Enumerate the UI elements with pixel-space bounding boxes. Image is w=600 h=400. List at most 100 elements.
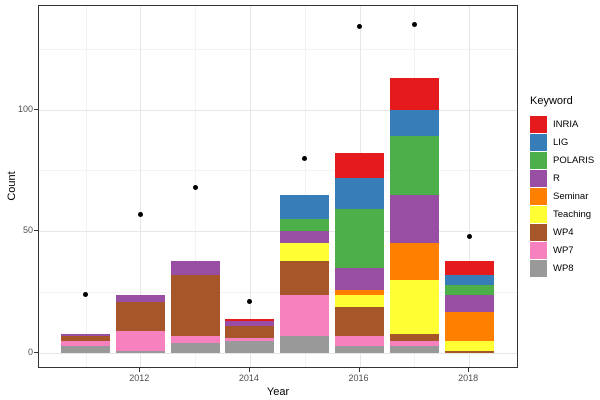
legend-item-Seminar: Seminar [530, 187, 594, 205]
bar-segment-2017-WP8 [389, 345, 439, 353]
bar-segment-2011-R [61, 333, 110, 336]
legend-items: INRIA LIG POLARIS R Seminar Teaching WP4 WP7 WP8 [530, 115, 594, 277]
bar-segment-2016-POLARIS [335, 209, 384, 268]
bar-segment-2016-LIG [335, 177, 384, 210]
bar-segment-2012-WP4 [115, 301, 165, 332]
x-tick-mark [139, 368, 141, 372]
bar-segment-2014-INRIA [225, 318, 275, 322]
bar-segment-2018-INRIA [444, 260, 494, 276]
bar-segment-2018-POLARIS [444, 284, 494, 295]
data-point-2015 [302, 155, 308, 161]
x-tick-mark [358, 368, 360, 372]
legend-item-LIG: LIG [530, 133, 594, 151]
data-point-2012 [137, 211, 143, 217]
bar-segment-2012-WP7 [115, 331, 165, 351]
grid-minor-h [39, 292, 517, 294]
x-tick-label: 2016 [348, 373, 369, 383]
bar-segment-2015-WP8 [280, 335, 330, 353]
legend-item-WP7: WP7 [530, 241, 594, 259]
data-point-2017 [411, 21, 417, 27]
bar-segment-2016-Teaching [335, 294, 384, 307]
legend-swatch-WP7 [530, 241, 547, 259]
legend-item-R: R [530, 169, 594, 187]
data-point-2016 [357, 24, 362, 30]
bar-segment-2015-LIG [280, 194, 330, 220]
bar-segment-2017-R [389, 194, 439, 244]
bar-segment-2016-Seminar [335, 289, 384, 295]
grid-minor-h [39, 170, 517, 172]
legend-label-INRIA: INRIA [553, 118, 579, 130]
legend: Keyword INRIA LIG POLARIS R Seminar Teaching W… [530, 94, 594, 277]
legend-label-POLARIS: POLARIS [553, 154, 595, 166]
bar-segment-2014-R [225, 321, 275, 327]
legend-item-INRIA: INRIA [530, 115, 594, 133]
plot-panel [38, 5, 518, 368]
bar-segment-2015-POLARIS [280, 219, 330, 232]
legend-item-WP8: WP8 [530, 259, 594, 277]
grid-minor-v [304, 6, 306, 367]
bar-segment-2013-R [170, 260, 220, 276]
bar-segment-2016-WP4 [335, 306, 384, 336]
bar-segment-2018-R [444, 294, 494, 312]
x-tick-label: 2012 [129, 373, 150, 383]
x-tick-label: 2018 [458, 373, 479, 383]
bar-segment-2014-WP7 [225, 338, 275, 341]
bar-segment-2017-WP7 [389, 340, 439, 346]
bar-segment-2011-WP8 [61, 345, 110, 353]
grid-major-h [39, 353, 517, 354]
bar-segment-2016-INRIA [335, 153, 384, 178]
legend-swatch-POLARIS [530, 151, 547, 169]
bar-segment-2018-Seminar [444, 311, 494, 341]
legend-title: Keyword [530, 95, 573, 107]
bar-segment-2017-Teaching [389, 279, 439, 334]
bar-segment-2018-LIG [444, 275, 494, 285]
bar-segment-2011-WP4 [61, 335, 110, 341]
grid-minor-h [39, 48, 517, 50]
bar-segment-2016-WP7 [335, 335, 384, 346]
bar-segment-2017-WP4 [389, 333, 439, 341]
legend-label-Seminar: Seminar [553, 190, 589, 202]
grid-major-h [39, 109, 517, 111]
data-point-2011 [83, 292, 88, 298]
bar-segment-2012-WP8 [115, 350, 165, 353]
bar-segment-2014-WP8 [225, 340, 275, 353]
data-point-2014 [247, 299, 253, 305]
bar-segment-2015-WP4 [280, 260, 330, 295]
x-tick-label: 2014 [238, 373, 259, 383]
legend-item-POLARIS: POLARIS [530, 151, 594, 169]
legend-swatch-LIG [530, 133, 547, 151]
y-tick-label: 100 [17, 103, 33, 114]
bar-segment-2013-WP8 [170, 343, 220, 353]
bar-segment-2013-WP7 [170, 335, 220, 344]
y-tick-mark [34, 230, 38, 232]
legend-label-WP8: WP8 [553, 262, 574, 274]
grid-major-v [140, 6, 142, 367]
bar-segment-2017-Seminar [389, 243, 439, 280]
bar-segment-2014-WP4 [225, 326, 275, 339]
grid-minor-v [85, 6, 87, 367]
legend-swatch-WP8 [530, 259, 547, 277]
legend-label-WP7: WP7 [553, 244, 574, 256]
y-tick-label: 0 [27, 347, 33, 357]
legend-swatch-Teaching [530, 205, 547, 223]
legend-swatch-Seminar [530, 187, 547, 205]
y-tick-mark [34, 108, 38, 110]
bar-segment-2017-LIG [389, 109, 439, 137]
y-axis-title: Count [6, 171, 18, 201]
legend-item-Teaching: Teaching [530, 205, 594, 223]
bar-segment-2015-WP7 [280, 294, 330, 336]
x-tick-mark [468, 368, 470, 372]
bar-segment-2018-Teaching [444, 340, 494, 351]
bar-segment-2011-WP7 [61, 340, 110, 346]
bar-segment-2015-Teaching [280, 243, 330, 261]
x-axis-title: Year [266, 386, 290, 398]
x-tick-mark [248, 368, 250, 372]
bar-segment-2017-POLARIS [389, 136, 439, 195]
bar-segment-2016-WP8 [335, 345, 384, 353]
legend-swatch-INRIA [530, 115, 547, 133]
bar-segment-2016-R [335, 267, 384, 290]
legend-swatch-R [530, 169, 547, 187]
bar-segment-2015-R [280, 231, 330, 244]
grid-major-v [249, 6, 251, 367]
